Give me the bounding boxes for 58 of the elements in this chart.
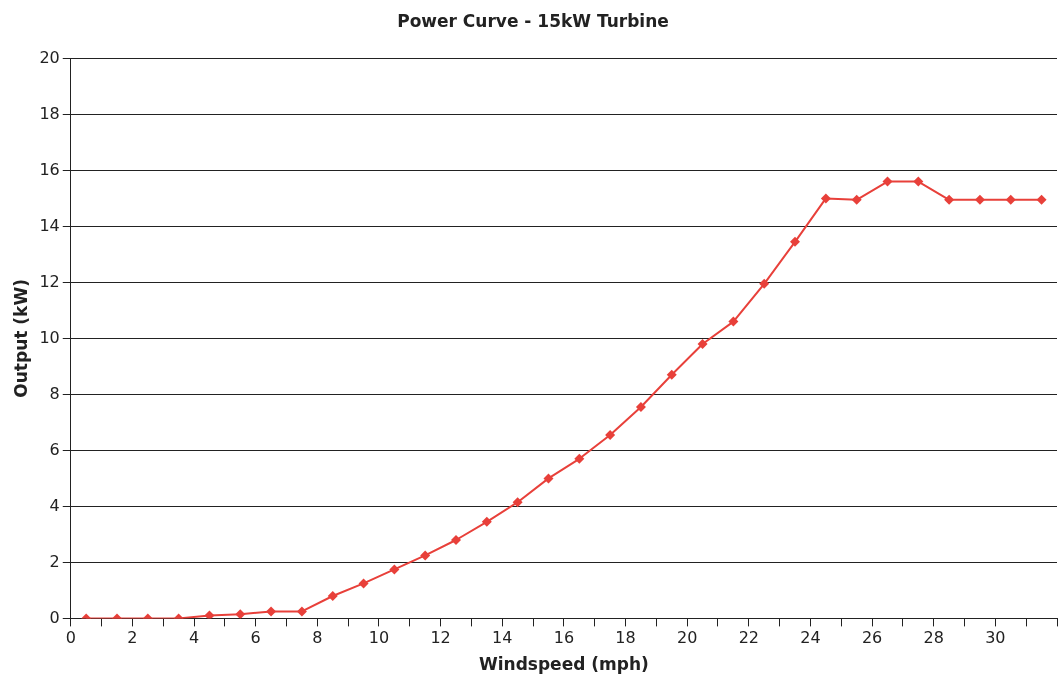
point <box>944 194 955 205</box>
x-tick-label: 24 <box>800 628 821 648</box>
x-tick-label: 4 <box>188 628 200 648</box>
x-tick-label: 14 <box>492 628 513 648</box>
point <box>790 236 801 247</box>
point <box>728 316 739 327</box>
x-tick-label: 18 <box>615 628 636 648</box>
y-tick-label: 2 <box>49 551 60 571</box>
point <box>204 610 215 619</box>
point <box>635 402 646 412</box>
point <box>759 278 770 289</box>
x-tick-label: 22 <box>738 628 759 648</box>
y-tick-label: 0 <box>49 607 60 627</box>
point <box>851 194 862 205</box>
point <box>235 609 246 619</box>
point <box>882 176 893 187</box>
y-tick-label: 10 <box>39 327 60 347</box>
point <box>481 516 492 527</box>
point <box>697 339 708 349</box>
x-tick-label: 2 <box>127 628 138 648</box>
point <box>389 564 400 575</box>
y-tick-label: 14 <box>39 215 60 235</box>
x-tick-label: 10 <box>368 628 390 648</box>
x-tick-label: 16 <box>553 628 575 648</box>
point <box>327 591 338 601</box>
y-tick-label: 6 <box>49 439 60 459</box>
point <box>451 535 462 545</box>
point <box>266 606 277 617</box>
point <box>296 606 307 617</box>
point <box>358 578 369 589</box>
x-tick-label: 6 <box>250 628 261 648</box>
point <box>543 473 554 484</box>
y-tick-label: 16 <box>39 159 60 179</box>
y-axis-title: Output (kW) <box>10 279 31 398</box>
point <box>1036 194 1047 205</box>
y-tick-label: 12 <box>39 271 60 291</box>
point <box>974 194 985 205</box>
point <box>605 430 616 440</box>
x-tick-label: 30 <box>985 628 1006 648</box>
point <box>574 453 585 464</box>
y-tick-label: 20 <box>39 47 60 67</box>
point <box>512 497 523 508</box>
y-tick-label: 18 <box>39 103 60 123</box>
point <box>420 550 431 561</box>
y-tick-label: 4 <box>49 495 60 515</box>
point <box>666 369 677 380</box>
x-tick-label: 8 <box>312 628 323 648</box>
point <box>820 193 831 204</box>
point <box>1005 194 1016 205</box>
x-tick-label: 28 <box>923 628 944 648</box>
x-axis-title: Windspeed (mph) <box>478 654 649 675</box>
x-tick-label: 26 <box>861 628 883 648</box>
y-tick-label: 8 <box>49 383 60 403</box>
x-tick-label: 12 <box>430 628 451 648</box>
x-tick-label: 20 <box>676 628 698 648</box>
point <box>913 176 924 187</box>
chart-title: Power Curve - 15kW Turbine <box>397 10 669 31</box>
x-tick-label: 0 <box>65 628 76 648</box>
